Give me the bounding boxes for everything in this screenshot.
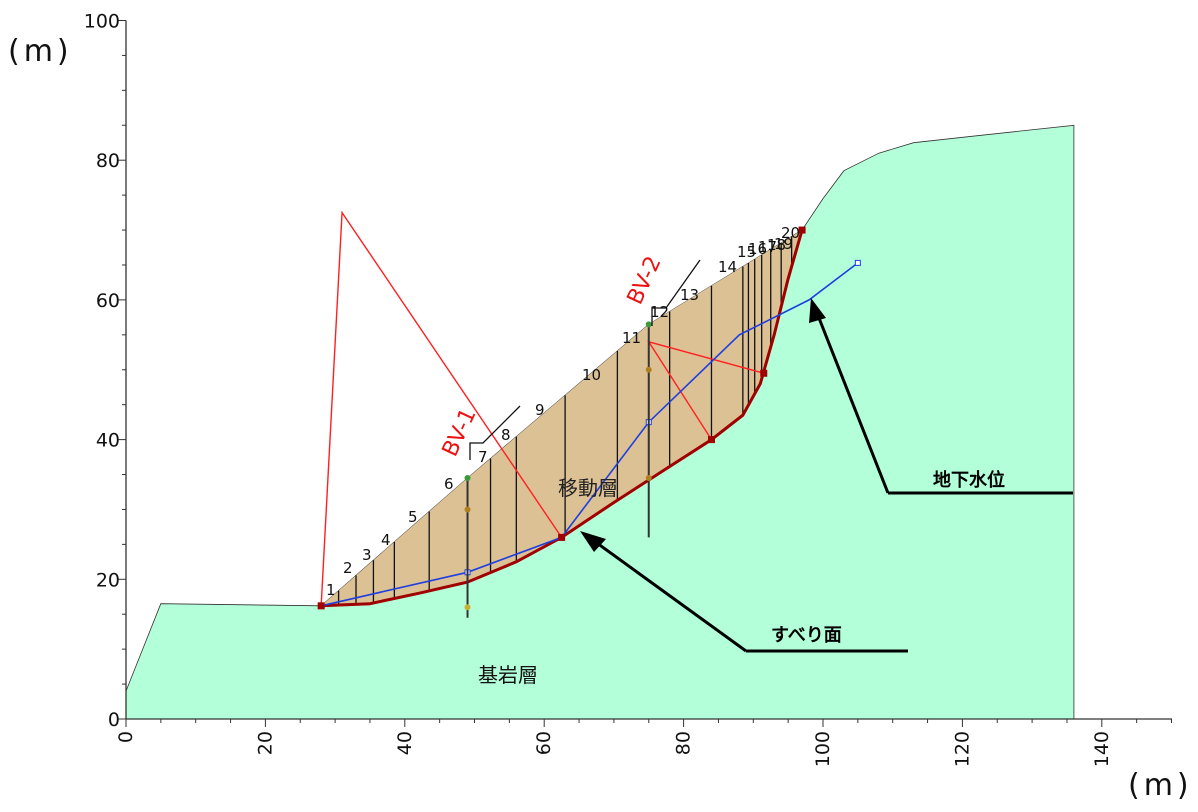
y-tick-label: 60	[96, 290, 120, 312]
borehole-label-leader	[651, 259, 701, 326]
slice-label: 8	[501, 426, 511, 444]
moving-layer	[321, 230, 803, 606]
y-axis-unit: (m)	[8, 34, 73, 69]
x-axis: 0 20 40 60 80 100 120 140	[115, 718, 1172, 767]
slice-label: 4	[381, 531, 391, 549]
slice-label: 10	[582, 366, 601, 384]
slice-label: 15	[737, 243, 756, 261]
construction-line	[320, 210, 563, 606]
borehole-sample-dot	[645, 475, 652, 482]
slip-surface-line	[321, 229, 804, 608]
slip-node-marker	[798, 226, 806, 234]
borehole-label: BV-1	[438, 405, 482, 461]
borehole-sample-dot	[464, 506, 471, 513]
slice-label: 18	[767, 236, 786, 254]
slice-label: 3	[362, 546, 372, 564]
groundwater-callout: 地下水位	[809, 298, 1073, 495]
x-tick-label: 40	[394, 731, 416, 755]
y-tick-label: 40	[96, 430, 120, 452]
x-tick-label: 80	[673, 731, 695, 755]
x-tick-label: 0	[115, 731, 137, 743]
slice-label: 2	[343, 559, 353, 577]
borehole-sample-dot	[464, 475, 471, 482]
moving-layer-label: 移動層	[558, 476, 618, 500]
slice-label: 9	[535, 401, 545, 419]
x-tick-label: 60	[533, 731, 555, 755]
slice-label: 19	[774, 235, 793, 253]
slip-node-marker	[760, 369, 768, 377]
borehole-sample-dot	[645, 321, 652, 328]
x-tick-label: 20	[254, 731, 276, 755]
slip-node-marker	[558, 533, 566, 541]
slice-label: 13	[680, 286, 699, 304]
borehole-sample-dot	[464, 604, 471, 611]
y-tick-label: 100	[84, 11, 120, 33]
bedrock-layer-label: 基岩層	[478, 663, 538, 687]
y-tick-label: 0	[108, 709, 120, 731]
geology-layers	[125, 124, 1075, 720]
borehole-label: BV-2	[623, 253, 667, 309]
slip-surface-label: すべり面	[771, 625, 842, 646]
slice-label: 16	[748, 240, 767, 258]
x-tick-label: 120	[951, 731, 973, 767]
groundwater-level-label: 地下水位	[933, 469, 1005, 491]
slice-label: 20	[781, 224, 800, 242]
slice-label: 1	[326, 581, 336, 599]
x-tick-label: 100	[812, 731, 834, 767]
x-tick-label: 140	[1091, 731, 1113, 767]
y-axis: 0 20 40 60 80 100	[84, 11, 127, 731]
y-tick-label: 20	[96, 569, 120, 591]
x-axis-unit: (m)	[1128, 768, 1193, 803]
slice-label: 5	[408, 508, 418, 526]
y-tick-label: 80	[96, 150, 120, 172]
slice-label: 14	[718, 258, 737, 276]
slice-label: 17	[758, 238, 777, 256]
slip-node-marker	[707, 436, 715, 444]
slice-label: 6	[444, 475, 454, 493]
slip-surface-callout: すべり面	[580, 531, 908, 653]
slip-node-marker	[317, 602, 325, 610]
slice-label: 12	[650, 303, 669, 321]
borehole-sample-dot	[645, 366, 652, 373]
slice-label: 7	[478, 448, 488, 466]
borehole-label-leader	[469, 405, 521, 460]
groundwater-node-marker	[854, 259, 861, 266]
slice-label: 11	[622, 329, 641, 347]
